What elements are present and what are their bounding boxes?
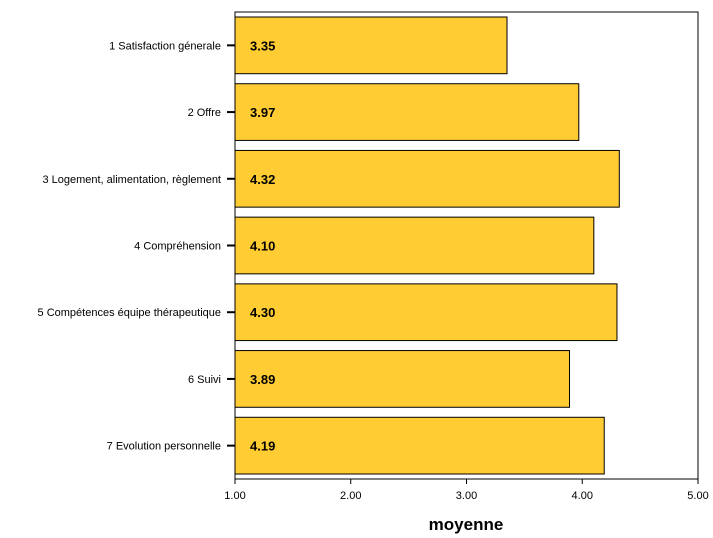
bar-value-label: 4.10	[250, 239, 275, 254]
bar-value-label: 4.32	[250, 172, 275, 187]
x-tick-label: 5.00	[687, 490, 708, 502]
bar-value-label: 4.30	[250, 305, 275, 320]
category-label: 5 Compétences équipe thérapeutique	[38, 307, 221, 319]
bars-group	[234, 16, 620, 475]
bar-3	[234, 149, 620, 208]
bar-value-label: 3.35	[250, 38, 275, 53]
x-tick-label: 4.00	[572, 490, 593, 502]
category-label: 1 Satisfaction génerale	[109, 40, 221, 52]
x-tick-label: 2.00	[340, 490, 361, 502]
x-axis: 1.00 2.00 3.00 4.00 5.00	[224, 479, 709, 502]
x-tick-label: 3.00	[456, 490, 477, 502]
category-label: 6 Suivi	[188, 374, 221, 386]
bar-1	[234, 16, 508, 75]
bar-value-label: 3.97	[250, 105, 275, 120]
x-axis-title: moyenne	[429, 515, 504, 534]
x-tick-label: 1.00	[224, 490, 245, 502]
bar-value-label: 3.89	[250, 372, 275, 387]
bar-value-label: 4.19	[250, 439, 275, 454]
category-label: 2 Offre	[188, 107, 221, 119]
y-axis: 1 Satisfaction génerale 2 Offre 3 Logement…	[38, 40, 235, 453]
bar-6	[234, 350, 571, 408]
category-label: 7 Evolution personnelle	[107, 441, 221, 453]
bar-4	[234, 216, 595, 275]
value-labels-group: 3.35 3.97 4.32 4.10 4.30 3.89 4.19	[250, 38, 275, 453]
bar-7	[234, 416, 605, 475]
bar-5	[234, 283, 618, 342]
category-label: 4 Compréhension	[134, 241, 221, 253]
bar-2	[234, 83, 580, 141]
category-label: 3 Logement, alimentation, règlement	[42, 174, 221, 186]
